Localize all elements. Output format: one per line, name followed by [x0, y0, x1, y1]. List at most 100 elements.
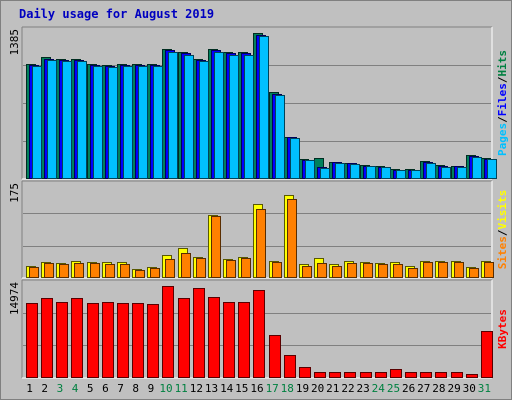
bar-sites-day-3-outline — [59, 264, 69, 278]
bar-kbytes-day-28 — [435, 372, 447, 378]
bar-kbytes-day-5-outline — [87, 303, 99, 378]
bar-pages-day-3 — [62, 61, 72, 179]
legend-entry-middle-0: Sites — [496, 236, 509, 269]
bar-pages-day-14-outline — [229, 55, 239, 179]
bar-kbytes-day-26 — [405, 372, 417, 378]
bar-kbytes-day-11-outline — [178, 298, 190, 378]
bar-kbytes-day-14-outline — [223, 302, 235, 378]
bar-sites-day-17 — [272, 262, 282, 278]
bar-sites-day-23-outline — [363, 263, 373, 278]
bar-kbytes-day-22-outline — [344, 372, 356, 378]
bar-pages-day-28-outline — [441, 167, 451, 179]
bar-pages-day-6 — [108, 67, 118, 179]
bar-sites-day-23 — [363, 263, 373, 278]
bar-sites-day-14 — [226, 260, 236, 278]
bar-sites-day-7-outline — [120, 264, 130, 278]
bar-sites-day-7 — [120, 264, 130, 278]
bar-kbytes-day-1-outline — [26, 303, 38, 378]
bar-sites-day-6 — [105, 264, 115, 278]
bar-kbytes-day-27 — [420, 372, 432, 378]
day-label-3: 3 — [57, 382, 64, 395]
bar-kbytes-day-4-outline — [71, 298, 83, 378]
day-label-18: 18 — [281, 382, 294, 395]
bar-pages-day-19-outline — [305, 160, 315, 179]
day-label-2: 2 — [41, 382, 48, 395]
day-label-7: 7 — [117, 382, 124, 395]
bar-pages-day-3-outline — [62, 61, 72, 179]
bar-kbytes-day-18 — [284, 355, 296, 378]
bar-sites-day-21 — [332, 266, 342, 278]
bar-pages-day-26-outline — [411, 170, 421, 179]
bar-sites-day-11 — [181, 253, 191, 278]
day-label-21: 21 — [326, 382, 339, 395]
bar-pages-day-4-outline — [77, 61, 87, 179]
day-label-27: 27 — [417, 382, 430, 395]
day-label-28: 28 — [432, 382, 445, 395]
bar-pages-day-30 — [472, 157, 482, 179]
bar-pages-day-11 — [184, 55, 194, 179]
bar-pages-day-30-outline — [472, 157, 482, 179]
bar-sites-day-21-outline — [332, 266, 342, 278]
bar-kbytes-day-4 — [71, 298, 83, 378]
bar-sites-day-31 — [484, 262, 494, 278]
bar-pages-day-25-outline — [396, 170, 406, 179]
bar-kbytes-day-25 — [390, 369, 402, 378]
bar-sites-day-19 — [302, 266, 312, 278]
bar-sites-day-19-outline — [302, 266, 312, 278]
day-label-14: 14 — [220, 382, 234, 395]
bar-sites-day-15-outline — [241, 258, 251, 278]
bar-sites-day-29-outline — [454, 262, 464, 278]
bar-pages-day-27-outline — [426, 163, 436, 179]
bar-sites-day-12 — [196, 258, 206, 278]
bar-sites-day-22 — [347, 263, 357, 278]
bar-kbytes-day-30-outline — [466, 374, 478, 378]
bar-sites-day-16-outline — [256, 209, 266, 278]
bar-kbytes-day-17 — [269, 335, 281, 378]
bar-kbytes-day-16-outline — [253, 290, 265, 378]
bar-pages-day-17-outline — [275, 95, 285, 179]
day-label-1: 1 — [26, 382, 33, 395]
day-label-23: 23 — [356, 382, 369, 395]
bar-pages-day-21 — [335, 163, 345, 179]
bar-pages-day-9 — [153, 66, 163, 179]
bar-pages-day-2 — [47, 60, 57, 179]
bar-kbytes-day-13 — [208, 297, 220, 378]
day-label-26: 26 — [402, 382, 415, 395]
bar-sites-day-5 — [90, 263, 100, 278]
bar-sites-day-24-outline — [378, 264, 388, 278]
bar-sites-day-10 — [165, 259, 175, 278]
bar-sites-day-30 — [469, 268, 479, 278]
bar-pages-day-24 — [381, 167, 391, 179]
bar-pages-day-16 — [259, 36, 269, 179]
bar-kbytes-day-31 — [481, 331, 493, 378]
bar-kbytes-day-2-outline — [41, 298, 53, 378]
day-label-31: 31 — [478, 382, 491, 395]
panel-middle-legend: Sites/Visits — [496, 190, 509, 270]
day-label-29: 29 — [447, 382, 460, 395]
bar-kbytes-day-9 — [147, 304, 159, 378]
bar-kbytes-day-11 — [178, 298, 190, 378]
day-label-11: 11 — [175, 382, 188, 395]
bar-pages-day-7-outline — [123, 66, 133, 179]
legend-entry-top-4: Hits — [496, 50, 509, 77]
bar-sites-day-24 — [378, 264, 388, 278]
chart-title: Daily usage for August 2019 — [19, 7, 215, 21]
legend-entry-top-0: Pages — [496, 123, 509, 156]
bar-pages-day-6-outline — [108, 67, 118, 179]
bar-pages-day-12-outline — [199, 61, 209, 179]
bar-pages-day-15 — [244, 55, 254, 179]
bar-pages-day-29-outline — [457, 167, 467, 179]
bar-sites-day-27 — [423, 262, 433, 278]
bar-sites-day-8 — [135, 270, 145, 278]
day-label-16: 16 — [250, 382, 263, 395]
bar-sites-day-11-outline — [181, 253, 191, 278]
bar-kbytes-day-17-outline — [269, 335, 281, 378]
bar-kbytes-day-14 — [223, 302, 235, 378]
bar-pages-day-21-outline — [335, 163, 345, 179]
bar-kbytes-day-24-outline — [375, 372, 387, 378]
bar-kbytes-day-15-outline — [238, 302, 250, 378]
bar-pages-day-24-outline — [381, 167, 391, 179]
bar-pages-day-15-outline — [244, 55, 254, 179]
bar-pages-day-27 — [426, 163, 436, 179]
panel-top-legend: Pages/Files/Hits — [496, 50, 509, 156]
